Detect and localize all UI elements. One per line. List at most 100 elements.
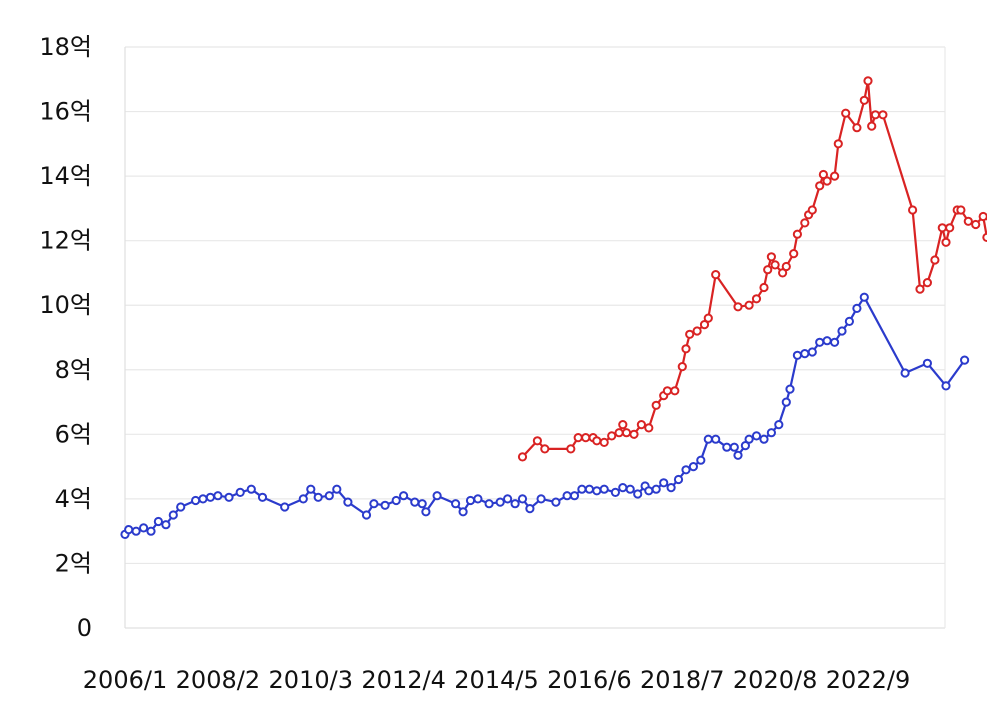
data-point [131, 526, 141, 536]
data-point [599, 484, 609, 494]
data-point [432, 491, 442, 501]
data-point [677, 362, 687, 372]
data-point [822, 336, 832, 346]
data-point [525, 504, 535, 514]
data-point [863, 76, 873, 86]
data-point [399, 491, 409, 501]
x-tick-label: 2006/1 [83, 666, 167, 694]
data-point [800, 218, 810, 228]
data-point [908, 205, 918, 215]
data-point [592, 486, 602, 496]
data-point [417, 499, 427, 509]
data-point [124, 525, 134, 535]
x-axis-tick-labels: 2006/1 2008/2 2010/3 2012/4 2014/5 2016/6 2018… [83, 666, 910, 694]
data-point [618, 483, 628, 493]
data-point [778, 268, 788, 278]
data-point [629, 429, 639, 439]
data-point [751, 294, 762, 304]
data-point [633, 489, 643, 499]
data-point [410, 497, 420, 507]
data-point [859, 95, 869, 105]
data-point [176, 502, 186, 512]
y-tick-label: 14억 [39, 162, 92, 190]
data-point [722, 442, 732, 452]
y-tick-label: 4억 [55, 485, 92, 513]
data-point [833, 139, 843, 149]
data-point [900, 368, 910, 378]
data-point [930, 255, 940, 265]
y-tick-label: 12억 [39, 227, 92, 255]
data-point [733, 450, 743, 460]
data-point [960, 355, 970, 365]
data-point [781, 397, 791, 407]
data-point [644, 486, 654, 496]
data-point [729, 442, 739, 452]
data-point [618, 420, 628, 430]
data-point [146, 526, 156, 536]
data-point [532, 436, 543, 446]
data-point [982, 232, 987, 242]
data-point [324, 491, 334, 501]
y-tick-label: 0 [77, 614, 92, 642]
data-point [581, 433, 591, 443]
data-point [621, 428, 632, 438]
y-axis-tick-labels: 0 2억 4억 6억 8억 10억 12억 14억 16억 18억 [39, 33, 92, 642]
data-point [963, 216, 973, 226]
data-point [774, 420, 784, 430]
data-point [852, 303, 862, 313]
data-point [306, 484, 316, 494]
y-tick-label: 8억 [55, 356, 92, 384]
data-point [577, 484, 587, 494]
data-point [599, 437, 609, 447]
data-point [369, 499, 379, 509]
data-point [800, 349, 810, 359]
data-point [785, 384, 795, 394]
data-point [503, 494, 513, 504]
data-point [830, 337, 840, 347]
data-point [859, 292, 869, 302]
data-point [945, 223, 955, 233]
data-point [168, 510, 178, 520]
data-point [421, 507, 431, 517]
data-point [941, 381, 951, 391]
data-point [139, 523, 149, 533]
data-point [569, 491, 580, 501]
data-point [651, 484, 661, 494]
data-point [852, 123, 862, 133]
axes [124, 47, 946, 629]
data-point [922, 278, 933, 288]
data-point [495, 497, 505, 507]
data-point [313, 492, 323, 502]
data-point [361, 510, 372, 520]
data-series [120, 76, 987, 540]
data-point [298, 494, 308, 504]
data-point [607, 431, 617, 441]
data-point [792, 229, 803, 239]
data-point [681, 344, 691, 354]
data-point [685, 329, 695, 339]
data-point [956, 205, 966, 215]
data-point [610, 487, 621, 497]
data-point [343, 497, 353, 507]
data-point [744, 300, 754, 310]
data-point [235, 487, 245, 497]
data-point [451, 499, 461, 509]
data-point [224, 492, 234, 502]
data-point [584, 484, 595, 494]
x-tick-label: 2020/8 [733, 666, 817, 694]
data-point [740, 441, 751, 451]
data-point [458, 507, 468, 517]
data-point [566, 444, 576, 454]
data-point [484, 499, 494, 509]
x-tick-label: 2022/9 [826, 666, 910, 694]
data-point [280, 502, 290, 512]
data-point [766, 428, 777, 438]
x-tick-label: 2010/3 [269, 666, 353, 694]
series-0 [120, 292, 970, 540]
data-point [766, 252, 777, 262]
data-point [540, 444, 550, 454]
data-point [815, 181, 825, 191]
x-tick-label: 2008/2 [176, 666, 260, 694]
data-point [562, 491, 572, 501]
